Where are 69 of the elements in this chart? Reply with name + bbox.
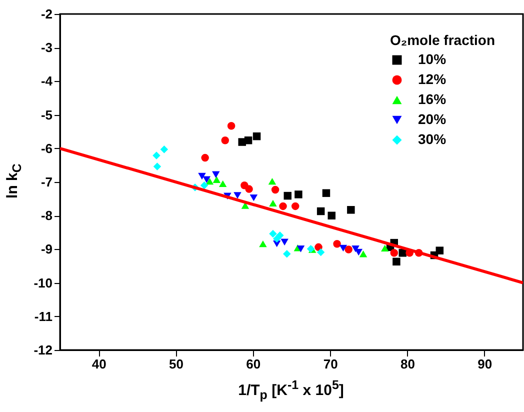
- y-tick-label: -5: [40, 107, 52, 122]
- point: [344, 246, 352, 254]
- legend-label: 30%: [418, 131, 447, 147]
- point: [244, 136, 252, 144]
- point: [339, 244, 348, 252]
- x-tick-label: 40: [92, 356, 106, 372]
- y-tick-label: -3: [40, 40, 52, 56]
- point: [390, 249, 398, 257]
- point: [268, 178, 276, 185]
- point: [282, 250, 291, 258]
- legend-label: 16%: [418, 91, 447, 107]
- y-tick-label: -12: [34, 342, 52, 358]
- point: [333, 240, 341, 248]
- point: [436, 246, 444, 254]
- point: [153, 162, 162, 170]
- point: [227, 122, 236, 130]
- point: [359, 250, 368, 258]
- point: [201, 154, 209, 162]
- point: [252, 132, 261, 140]
- point: [259, 240, 267, 248]
- point: [160, 146, 168, 154]
- point: [316, 207, 325, 216]
- legend-label: 20%: [418, 111, 447, 127]
- y-tick-label: -10: [34, 275, 52, 290]
- point: [284, 192, 292, 200]
- point: [316, 248, 325, 256]
- point: [212, 176, 221, 183]
- point: [280, 238, 288, 246]
- y-tick-label: -8: [40, 208, 52, 224]
- point: [269, 230, 277, 238]
- point: [152, 152, 160, 160]
- point: [250, 194, 258, 202]
- point: [271, 186, 280, 194]
- point: [206, 178, 214, 185]
- y-tick-label: -9: [40, 242, 52, 257]
- point: [294, 190, 302, 198]
- y-tick-label: -7: [40, 174, 52, 190]
- point: [269, 200, 277, 207]
- legend-label: 10%: [418, 51, 447, 67]
- point: [200, 181, 208, 190]
- point: [202, 176, 210, 183]
- x-tick-label: 60: [246, 356, 261, 372]
- point: [314, 243, 322, 252]
- point: [279, 202, 287, 210]
- legend-label: 12%: [418, 71, 447, 87]
- y-tick-label: -4: [40, 74, 54, 89]
- y-tick-label: -6: [40, 140, 52, 156]
- point: [328, 212, 336, 220]
- x-tick-label: 50: [169, 356, 184, 372]
- point: [221, 136, 230, 144]
- x-axis-title: 1/T$_{p}$ [K$^{-1}$ x 10$^{5}$]: [238, 378, 344, 402]
- point: [234, 192, 242, 199]
- legend-title: O₂mole fraction: [390, 32, 496, 48]
- y-tick-label: -2: [40, 6, 52, 22]
- point: [392, 258, 400, 266]
- point: [291, 202, 300, 210]
- x-tick-label: 70: [323, 356, 338, 372]
- x-tick-label: 90: [478, 356, 492, 372]
- x-tick-label: 80: [400, 356, 415, 372]
- point: [296, 246, 305, 252]
- y-tick-label: -11: [34, 308, 52, 324]
- point: [272, 234, 281, 243]
- point: [212, 171, 220, 178]
- point: [381, 244, 389, 252]
- point: [322, 189, 330, 197]
- point: [347, 206, 355, 214]
- point: [218, 180, 227, 188]
- point: [245, 185, 253, 193]
- point: [198, 172, 206, 180]
